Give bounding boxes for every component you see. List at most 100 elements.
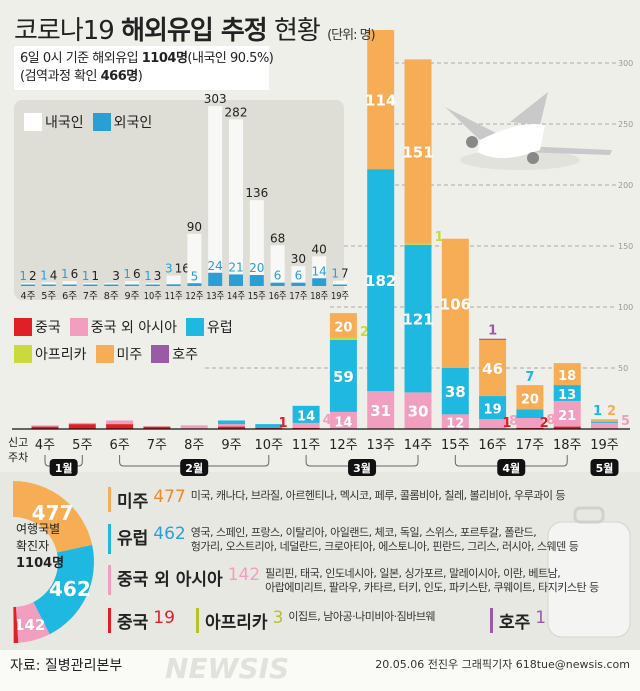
bar-segment-americas <box>404 59 432 244</box>
page-title: 코로나19 해외유입 추정 현황 (단위: 명) <box>14 16 376 46</box>
inset-label-domestic: 3 <box>112 269 120 283</box>
bar-segment-europe <box>218 420 245 425</box>
bar-segment-americas <box>479 339 507 397</box>
inset-bar-domestic <box>291 266 306 283</box>
month-badge <box>497 459 526 476</box>
inset-bar-domestic <box>166 275 181 285</box>
data-label: 2 <box>360 325 369 340</box>
inset-label-foreign: 3 <box>165 262 173 276</box>
legend-row-1: 중국 중국 외 아시아 유럽 <box>14 317 233 337</box>
bar-segment-china <box>143 426 171 429</box>
region-count: 1 <box>535 608 547 628</box>
data-label: 182 <box>365 272 396 290</box>
legend-china: 중국 <box>35 320 61 336</box>
bar-segment-china <box>106 424 134 429</box>
month-label: 4월 <box>502 461 520 475</box>
inset-label-domestic: 2 <box>29 269 37 283</box>
inset-x-tick-label: 9주 <box>125 291 140 302</box>
legend-swatch-domestic <box>24 113 42 131</box>
data-label: 1 <box>435 230 444 245</box>
data-label: 14 <box>334 415 352 430</box>
x-tick-label: 10주 <box>255 438 284 453</box>
region-name: 아프리카 <box>205 613 268 633</box>
inset-bar-foreign <box>83 284 98 286</box>
inset-label-domestic: 68 <box>270 231 285 245</box>
data-label: 1 <box>279 416 288 431</box>
inset-bar-foreign <box>291 282 306 286</box>
inset-bar-foreign <box>249 275 264 286</box>
x-tick-label: 19주 <box>590 438 619 453</box>
month-label: 5월 <box>596 461 614 475</box>
data-label: 121 <box>402 311 433 329</box>
data-label: 8 <box>546 413 555 428</box>
inset-label-domestic: 282 <box>225 105 248 119</box>
footer <box>0 650 640 691</box>
inset-label-domestic: 16 <box>175 262 190 276</box>
data-label: 30 <box>408 403 429 421</box>
region-count: 19 <box>153 608 175 628</box>
month-badge <box>590 459 619 476</box>
donut-slice <box>15 602 50 643</box>
bar-segment-asia <box>516 418 544 428</box>
inset-bar-domestic <box>41 282 56 285</box>
inset-x-tick-label: 5주 <box>41 291 56 302</box>
bar-segment-africa <box>404 243 432 245</box>
inset-bar-foreign <box>41 284 56 286</box>
y-tick-label: 250 <box>618 120 633 129</box>
region-countries: 필리핀, 태국, 인도네시아, 일본, 싱가포르, 말레이시아, 이란, 베트남… <box>265 567 599 594</box>
bar-segment-china <box>31 426 59 429</box>
inset-label-domestic: 6 <box>133 267 141 281</box>
bar-segment-oceania <box>479 338 507 340</box>
inset-bar-foreign <box>208 272 223 286</box>
bar-segment-china <box>516 427 544 429</box>
inset-label-foreign: 1 <box>19 269 27 283</box>
inset-label-foreign: 6 <box>274 269 282 283</box>
month-label: 2월 <box>185 461 203 475</box>
inset-bar-foreign <box>187 283 202 286</box>
bar-segment-europe <box>479 396 507 420</box>
data-label: 14 <box>297 409 315 424</box>
bar-segment-europe <box>441 368 469 415</box>
bar-segment-europe <box>516 409 544 419</box>
inset-chart-panel <box>14 100 344 300</box>
data-label: 46 <box>482 360 503 378</box>
data-label: 2 <box>540 416 549 431</box>
inset-label-foreign: 21 <box>228 260 243 274</box>
donut-slice <box>13 606 14 643</box>
donut-slice <box>13 606 19 643</box>
data-label: 4 <box>323 413 332 428</box>
region-name: 호주 <box>499 613 531 633</box>
inset-label-domestic: 3 <box>154 269 162 283</box>
month-badge <box>348 459 377 476</box>
bar-segment-americas <box>367 30 395 170</box>
x-axis-label: 신고 <box>8 436 28 449</box>
month-label: 1월 <box>55 461 73 475</box>
data-label: 18 <box>558 369 576 384</box>
inset-bar-domestic <box>21 283 35 285</box>
inset-label-foreign: 1 <box>61 267 69 281</box>
legend-europe: 유럽 <box>206 320 233 336</box>
inset-bar-foreign <box>125 284 139 286</box>
bar-segment-china <box>255 427 283 429</box>
region-count: 462 <box>153 524 186 544</box>
donut-label: 142 <box>14 616 45 634</box>
bar-segment-asia <box>479 419 507 429</box>
bar-segment-europe <box>292 405 320 423</box>
legend-swatch-africa <box>14 345 32 363</box>
bar-segment-china <box>218 426 245 429</box>
inset-label-domestic: 136 <box>245 186 268 200</box>
bar-segment-asia <box>31 425 59 427</box>
legend-foreign: 외국인 <box>113 115 153 131</box>
y-tick-label: 300 <box>618 59 633 68</box>
inset-label-domestic: 1 <box>91 269 99 283</box>
bar-segment-asia <box>404 392 432 429</box>
data-label: 21 <box>558 409 576 424</box>
inset-bar-foreign <box>145 284 160 286</box>
inset-label-domestic: 7 <box>341 267 349 281</box>
x-tick-label: 18주 <box>553 438 582 453</box>
bar-segment-china <box>292 427 320 429</box>
x-tick-label: 15주 <box>441 438 470 453</box>
month-badge <box>180 459 209 476</box>
data-label: 2 <box>607 404 616 419</box>
inset-bar-domestic <box>249 200 264 275</box>
